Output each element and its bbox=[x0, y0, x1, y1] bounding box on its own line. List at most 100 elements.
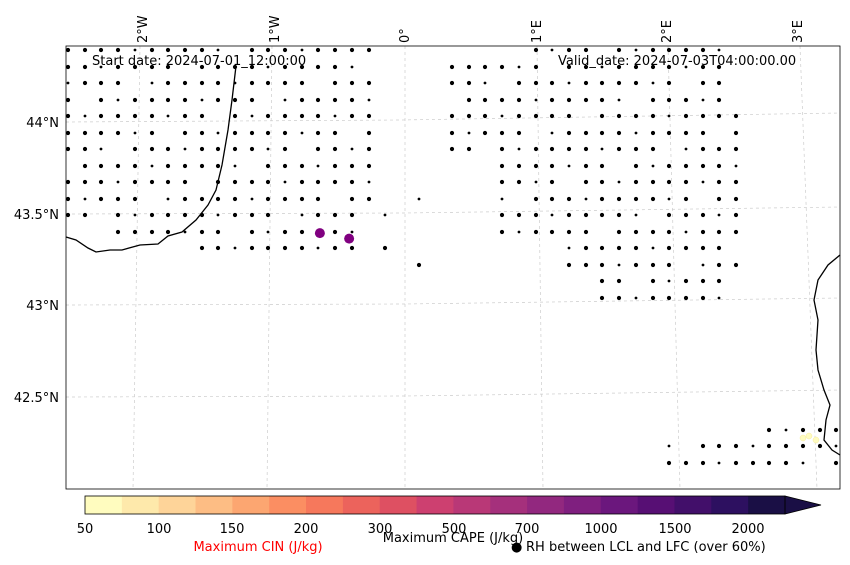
rh-dot bbox=[549, 113, 555, 119]
rh-dot bbox=[332, 146, 338, 152]
rh-dot bbox=[733, 179, 739, 185]
rh-dot bbox=[149, 229, 155, 235]
rh-dot bbox=[98, 179, 104, 185]
rh-dot bbox=[583, 97, 589, 103]
rh-dot bbox=[83, 114, 87, 118]
rh-dot bbox=[115, 196, 121, 202]
rh-dot bbox=[367, 180, 371, 184]
rh-dot bbox=[500, 114, 504, 118]
rh-dot bbox=[98, 196, 104, 202]
rh-dot bbox=[583, 262, 589, 268]
rh-dot bbox=[599, 163, 605, 169]
rh-dot bbox=[132, 146, 138, 152]
rh-dot bbox=[366, 146, 372, 152]
rh-dot bbox=[667, 279, 671, 283]
rh-dot bbox=[634, 213, 638, 217]
rh-dot bbox=[299, 64, 305, 70]
cb-tick-700: 700 bbox=[515, 522, 540, 537]
rh-dot bbox=[634, 48, 638, 52]
rh-dot bbox=[651, 81, 655, 85]
rh-dot bbox=[65, 113, 71, 119]
rh-dot bbox=[600, 65, 604, 69]
rh-dot bbox=[716, 262, 722, 268]
rh-dot bbox=[115, 80, 121, 86]
rh-dot bbox=[98, 130, 104, 136]
rh-dot bbox=[583, 80, 589, 86]
rh-dot bbox=[516, 97, 522, 103]
rh-dot bbox=[516, 179, 522, 185]
rh-dot bbox=[716, 179, 722, 185]
rh-dot bbox=[216, 131, 220, 135]
rh-dot bbox=[499, 163, 505, 169]
rh-dot bbox=[165, 179, 171, 185]
rh-dot bbox=[516, 212, 522, 218]
meridian-1w bbox=[266, 45, 273, 490]
rh-dot bbox=[701, 180, 705, 184]
rh-dot bbox=[517, 65, 521, 69]
rh-dot bbox=[199, 113, 205, 119]
rh-dot bbox=[533, 64, 539, 70]
rh-dot bbox=[533, 47, 539, 53]
rh-dot bbox=[650, 64, 656, 70]
rh-dot bbox=[283, 98, 287, 102]
rh-dot bbox=[666, 262, 672, 268]
rh-dot bbox=[650, 130, 656, 136]
lon-label-2e: 2°E bbox=[660, 20, 675, 43]
rh-dot bbox=[701, 98, 705, 102]
rh-dot bbox=[499, 146, 505, 152]
rh-dot bbox=[315, 97, 321, 103]
rh-dot bbox=[716, 196, 722, 202]
rh-dot bbox=[299, 80, 305, 86]
rh-dot bbox=[666, 80, 672, 86]
rh-dot bbox=[350, 147, 354, 151]
rh-dot bbox=[349, 196, 355, 202]
rh-dot bbox=[766, 443, 772, 449]
rh-dot bbox=[332, 97, 338, 103]
rh-dot bbox=[82, 64, 88, 70]
rh-dot bbox=[182, 80, 188, 86]
rh-dot bbox=[616, 229, 622, 235]
rh-dot bbox=[567, 164, 571, 168]
rh-dot bbox=[599, 113, 605, 119]
rh-dot bbox=[333, 114, 337, 118]
rh-dot bbox=[599, 130, 605, 136]
rh-dot bbox=[617, 98, 621, 102]
rh-dot bbox=[183, 147, 187, 151]
rh-dot bbox=[766, 460, 772, 466]
rh-dot bbox=[616, 130, 622, 136]
rh-dot bbox=[616, 146, 622, 152]
rh-dot bbox=[583, 47, 589, 53]
rh-dot bbox=[449, 113, 455, 119]
rh-dot bbox=[583, 245, 589, 251]
colorbar-segment bbox=[342, 496, 381, 514]
cb-tick-50: 50 bbox=[77, 522, 94, 537]
rh-dot bbox=[650, 229, 656, 235]
rh-dot bbox=[132, 64, 138, 70]
rh-dot bbox=[583, 229, 589, 235]
cb-tick-2000: 2000 bbox=[731, 522, 764, 537]
rh-dot bbox=[833, 460, 839, 466]
rh-dot bbox=[482, 64, 488, 70]
rh-dot bbox=[265, 80, 271, 86]
rh-dot bbox=[215, 64, 221, 70]
colorbar-segment bbox=[85, 496, 123, 514]
rh-dot bbox=[265, 245, 271, 251]
rh-dot bbox=[650, 179, 656, 185]
rh-dot bbox=[633, 229, 639, 235]
rh-dot bbox=[299, 179, 305, 185]
meridian-3e bbox=[799, 45, 818, 490]
rh-dot bbox=[566, 196, 572, 202]
rh-dot bbox=[550, 213, 554, 217]
rh-dot bbox=[300, 213, 304, 217]
rh-dot bbox=[533, 113, 539, 119]
rh-dot bbox=[232, 212, 238, 218]
lon-label-0: 0° bbox=[398, 28, 413, 43]
rh-dot bbox=[98, 80, 104, 86]
cape-points bbox=[314, 228, 355, 244]
rh-dot bbox=[567, 246, 571, 250]
rh-dot bbox=[599, 262, 605, 268]
rh-dot bbox=[65, 146, 71, 152]
rh-dot bbox=[316, 246, 320, 250]
rh-dot bbox=[315, 113, 321, 119]
rh-dot bbox=[82, 80, 88, 86]
